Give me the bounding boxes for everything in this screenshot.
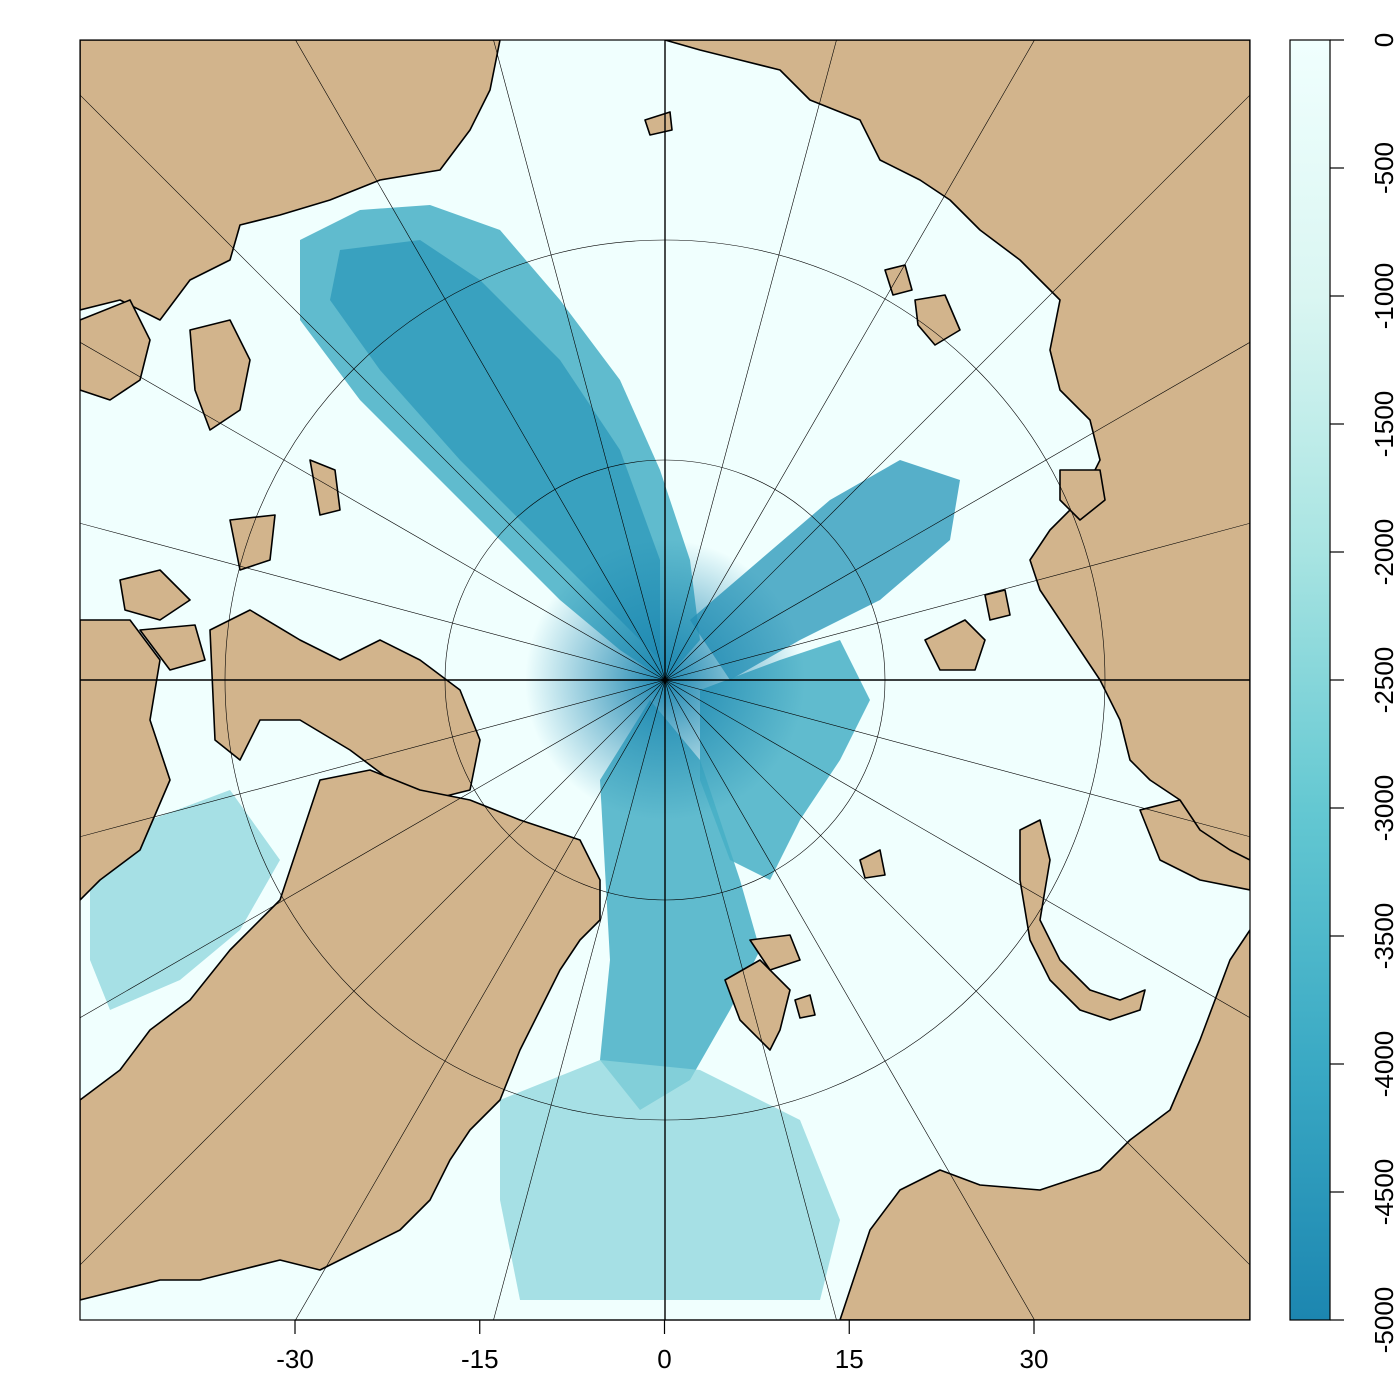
meridian-line [80,679,666,1019]
land-island-b [139,624,206,671]
colorbar-ticks: 0 -500 -1000 -1500 -2000 -2500 -3000 -3500 -4000… [1330,33,1399,1353]
meridian-line [664,40,1035,681]
meridian-line [295,679,666,1320]
meridian-line [664,94,1250,681]
colorbar-tick-label: -1500 [1369,391,1399,458]
colorbar-tick-label: -2500 [1369,647,1399,714]
x-tick-label: -30 [276,1344,314,1374]
land-severnaya [924,619,986,671]
colorbar-tick-label: -500 [1369,142,1399,194]
meridian-line [664,679,837,1320]
land-scandinavia [839,929,1250,1320]
land-ellesmere [209,609,481,801]
meridian-line [664,679,1035,1320]
x-tick-label: 30 [1020,1344,1049,1374]
x-tick-label: 15 [835,1344,864,1374]
land-layer [80,40,1250,1320]
colorbar-legend: 0 -500 -1000 -1500 -2000 -2500 -3000 -3500 -4000… [1289,33,1399,1353]
land-svalbard [724,959,791,1051]
x-tick-label: -15 [461,1344,499,1374]
meridian-line [493,40,666,681]
colorbar-tick-label: -2000 [1369,519,1399,586]
colorbar-tick-label: 0 [1369,33,1399,47]
colorbar-tick-label: -4000 [1369,1031,1399,1098]
parallel-ring [224,239,1106,1121]
colorbar-tick-label: -1000 [1369,263,1399,330]
meridian-line [80,679,666,1266]
land-canada-mainland [80,619,171,901]
land-kvitoya [794,994,816,1019]
land-greenland [80,769,601,1301]
land-novaya-zemlya [1019,819,1146,1021]
x-tick-label: 0 [657,1344,671,1374]
land-taymyr [1059,469,1106,521]
land-banks-island [189,319,251,431]
colorbar-tick-label: -3500 [1369,903,1399,970]
land-svalbard-east [749,934,801,971]
parallel-ring [444,459,886,901]
land-franz-josef [859,849,886,879]
meridian-line [664,522,1250,681]
meridian-line [664,341,1250,681]
colorbar-tick-label: -3000 [1369,775,1399,842]
meridian-line [664,679,1250,1019]
colorbar-tick-label: -5000 [1369,1287,1399,1354]
meridian-line [664,40,837,681]
meridian-line [664,679,1250,1266]
land-island-c [229,514,276,571]
land-victoria-island [80,299,151,401]
meridian-line [80,341,666,681]
meridian-line [80,522,666,681]
colorbar-tick-label: -4500 [1369,1159,1399,1226]
meridian-line [664,679,1250,838]
x-axis: -30 -15 0 15 30 [276,1319,1049,1374]
land-island-d [309,459,341,516]
meridian-line [295,40,666,681]
meridian-line [80,94,666,681]
land-severnaya-b [984,589,1011,621]
basin-canada-core [330,240,660,660]
meridian-line [80,679,666,838]
meridian-line [493,679,666,1320]
basin-lower-fan [500,1060,840,1300]
land-new-siberian-b [914,294,961,346]
land-island-a [119,569,191,621]
colorbar-scale [1290,40,1330,1320]
